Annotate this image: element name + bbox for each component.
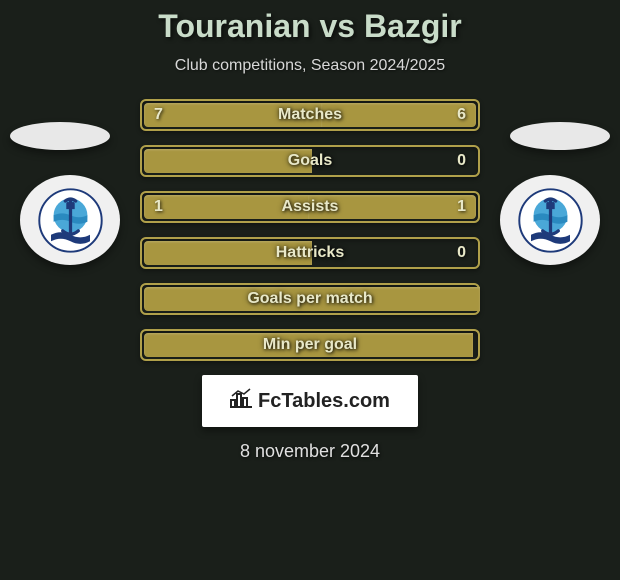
stat-label: Matches: [140, 106, 480, 124]
stat-label: Assists: [140, 198, 480, 216]
stat-value-right: 0: [457, 152, 466, 170]
comparison-title: Touranian vs Bazgir: [0, 8, 620, 45]
stat-value-right: 6: [457, 106, 466, 124]
branding-badge: FcTables.com: [202, 375, 418, 427]
brand-text: FcTables.com: [258, 390, 390, 413]
stat-label: Goals: [140, 152, 480, 170]
player1-flag: [10, 122, 110, 150]
player1-club-crest: [20, 175, 120, 265]
stats-container: Matches76Goals0Assists11Hattricks0Goals …: [140, 99, 480, 361]
vs-text: vs: [319, 8, 355, 44]
stat-row: Goals per match: [140, 283, 480, 315]
stat-label: Min per goal: [140, 336, 480, 354]
player2-club-crest: [500, 175, 600, 265]
stat-label: Hattricks: [140, 244, 480, 262]
chart-icon: [230, 388, 252, 414]
club-crest-icon: [518, 188, 583, 253]
stat-row: Hattricks0: [140, 237, 480, 269]
stat-label: Goals per match: [140, 290, 480, 308]
stat-row: Goals0: [140, 145, 480, 177]
stat-row: Min per goal: [140, 329, 480, 361]
stat-value-right: 0: [457, 244, 466, 262]
date-text: 8 november 2024: [0, 441, 620, 462]
stat-value-left: 1: [154, 198, 163, 216]
player1-name: Touranian: [158, 8, 310, 44]
club-crest-icon: [38, 188, 103, 253]
stat-row: Matches7 6: [140, 99, 480, 131]
player2-name: Bazgir: [364, 8, 462, 44]
stat-value-left: 7: [154, 106, 163, 124]
stat-row: Assists1 1: [140, 191, 480, 223]
player2-flag: [510, 122, 610, 150]
subtitle: Club competitions, Season 2024/2025: [0, 57, 620, 75]
stat-value-right: 1: [457, 198, 466, 216]
